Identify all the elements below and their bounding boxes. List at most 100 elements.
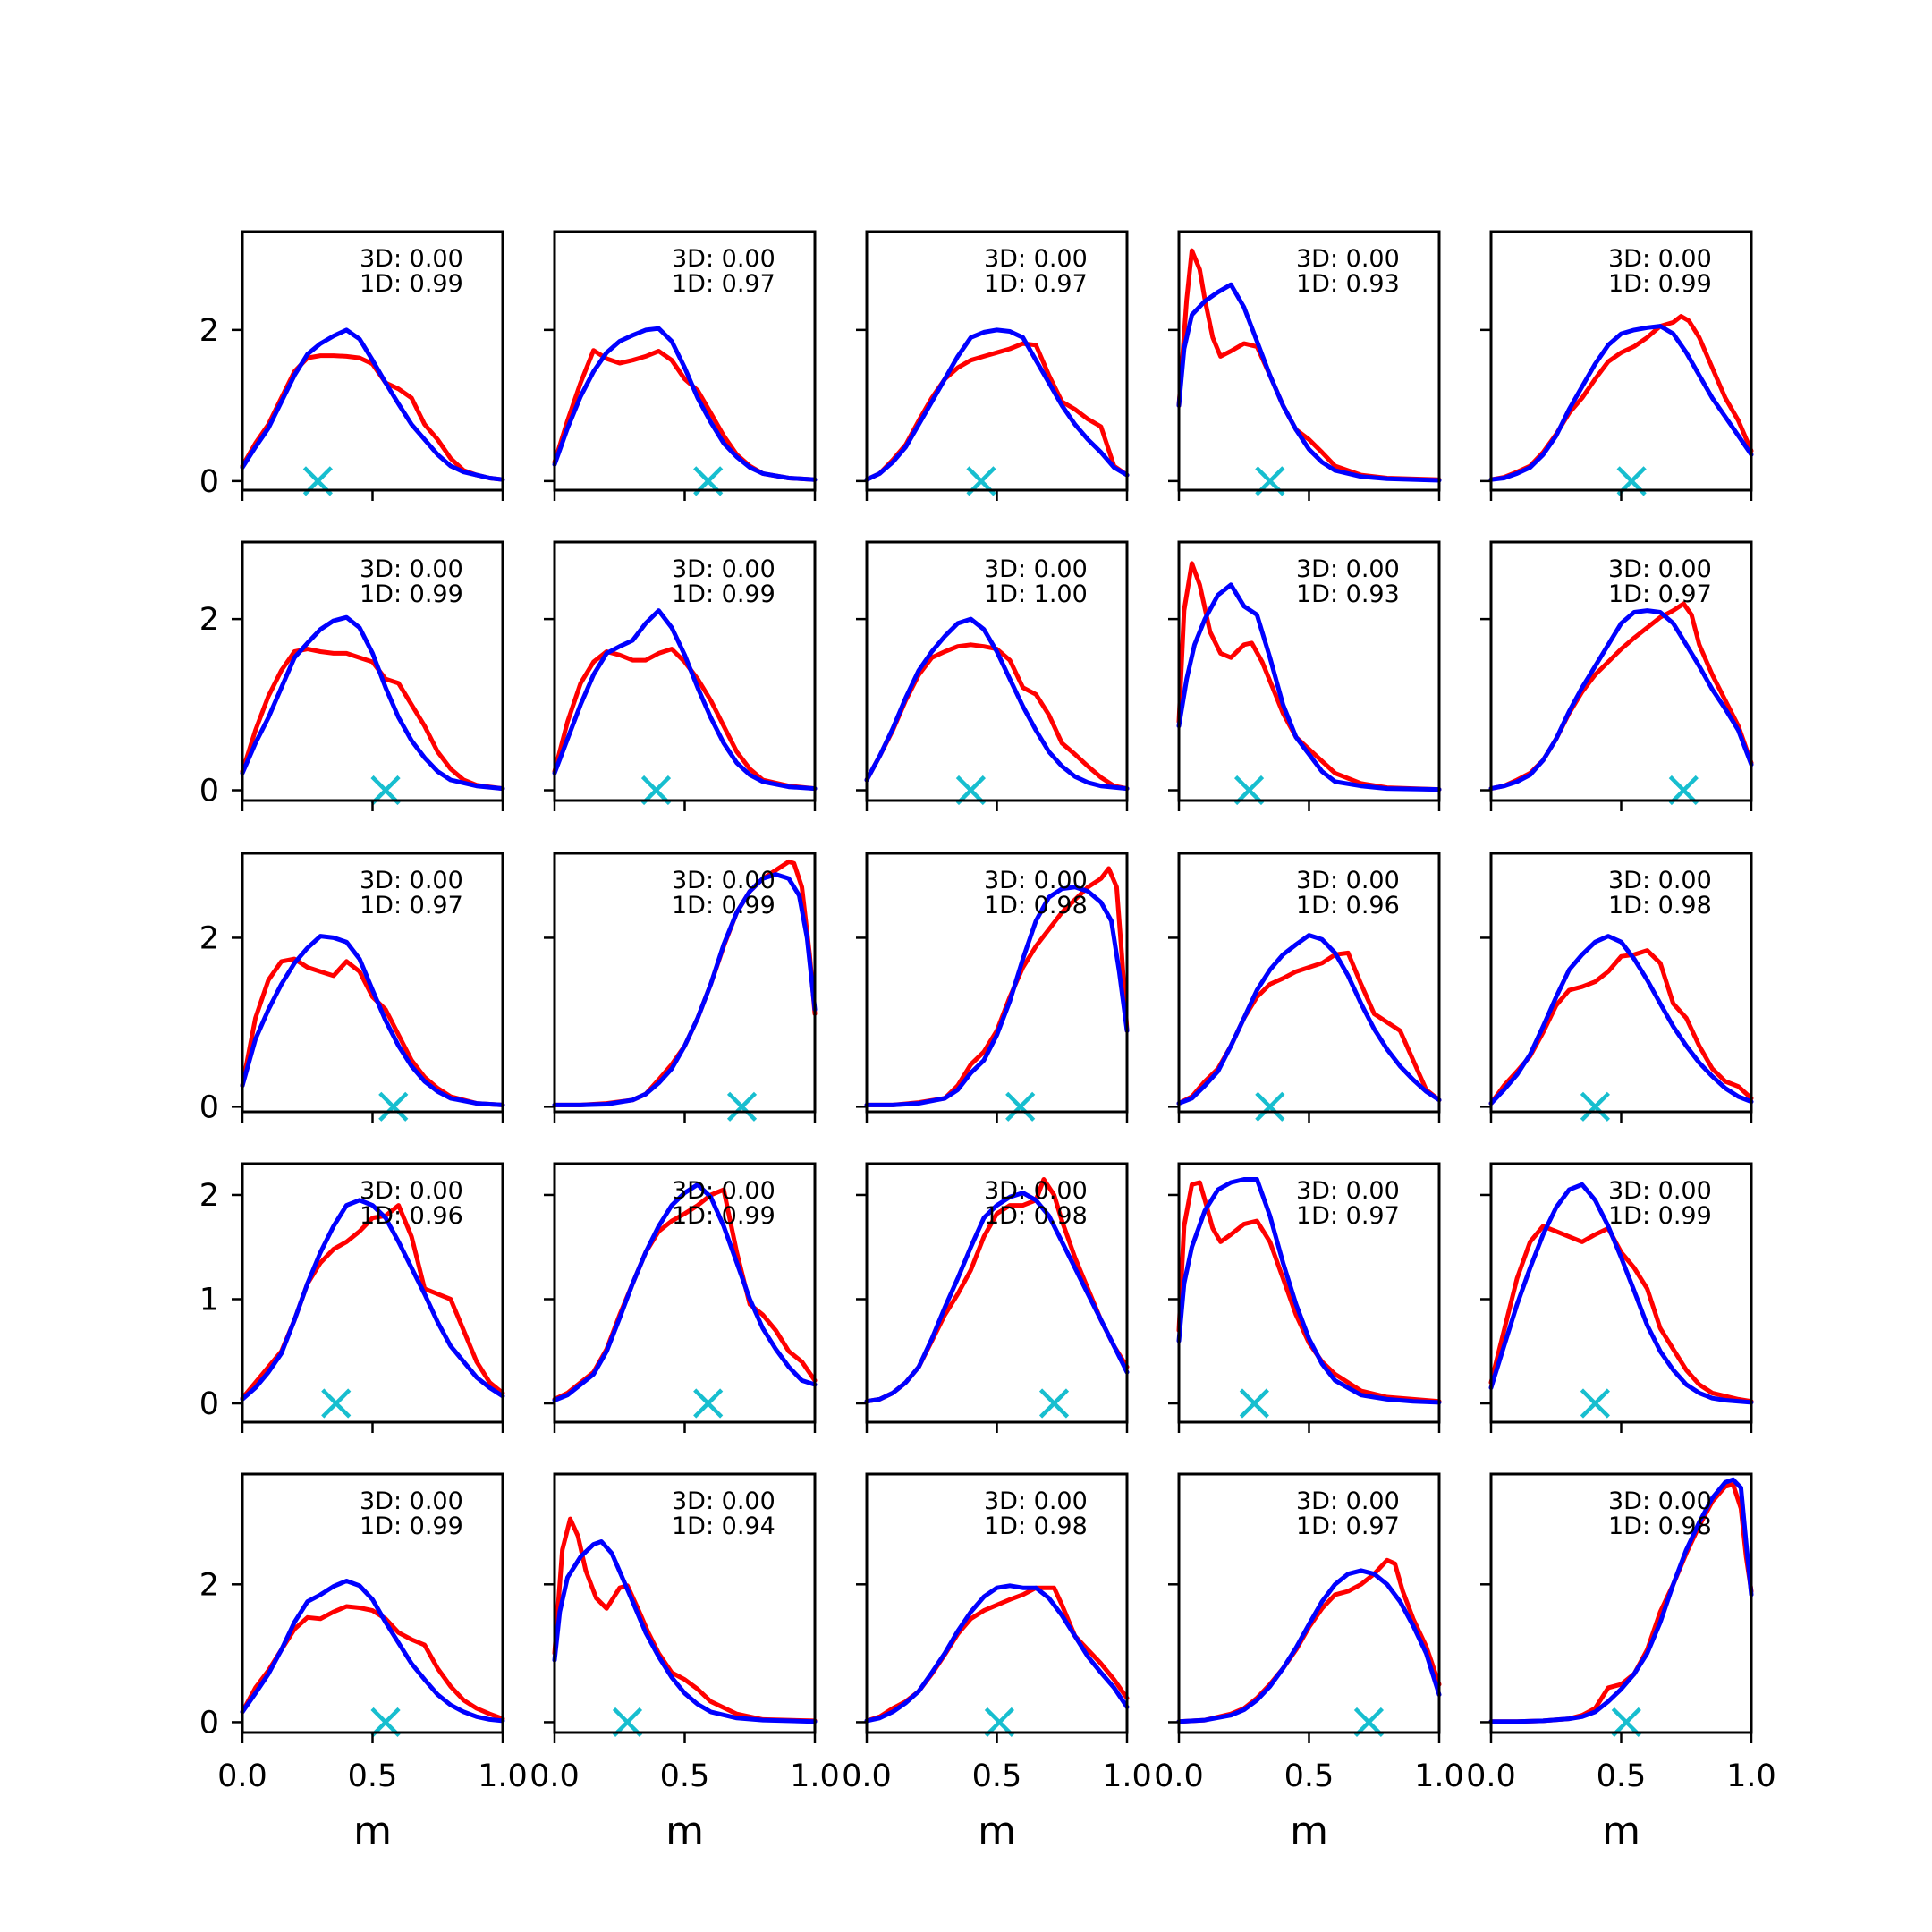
blue-series-line: [1488, 608, 1754, 792]
panel-annotation: 3D: 0.00: [1608, 245, 1712, 273]
panel-annotation: 3D: 0.00: [1608, 555, 1712, 583]
red-series-line: [240, 353, 505, 482]
panel-annotation: 3D: 0.00: [984, 245, 1088, 273]
panel-annotation: 3D: 0.00: [672, 1177, 775, 1205]
y-tick-label: 0: [199, 1705, 219, 1741]
red-series-line: [1176, 1180, 1442, 1404]
x-marker-stroke: [1353, 1707, 1385, 1738]
panel-annotation: 3D: 0.00: [1608, 1487, 1712, 1515]
x-marker-stroke: [1005, 1091, 1036, 1122]
y-tick-label: 2: [199, 1567, 219, 1603]
panel-annotation: 3D: 0.00: [672, 245, 775, 273]
blue-series-line: [864, 327, 1130, 482]
x-marker: [984, 1707, 1015, 1738]
blue-series-line: [1488, 324, 1754, 482]
panel-annotation: 1D: 0.99: [360, 1513, 463, 1540]
x-marker-stroke: [1580, 1388, 1610, 1419]
panel-annotation: 1D: 0.99: [672, 892, 775, 919]
blue-series-line: [864, 885, 1130, 1107]
x-marker-stroke: [370, 1707, 401, 1738]
blue-series-line: [240, 1198, 505, 1402]
x-marker: [1353, 1707, 1385, 1738]
x-tick-label: 0.0: [530, 1758, 580, 1794]
panel-annotation: 3D: 0.00: [1296, 245, 1400, 273]
y-tick-label: 0: [199, 774, 219, 809]
panel-annotation: 3D: 0.00: [360, 555, 463, 583]
x-tick-label: 1.0: [1726, 1758, 1776, 1794]
panel-annotation: 3D: 0.00: [984, 555, 1088, 583]
blue-series-line: [1488, 1182, 1754, 1405]
x-marker: [693, 1388, 724, 1419]
panel-annotation: 3D: 0.00: [360, 1177, 463, 1205]
blue-series-line: [552, 326, 818, 482]
blue-series-line: [1176, 933, 1442, 1106]
red-series-line: [864, 642, 1130, 792]
panel-annotation: 1D: 0.97: [360, 892, 463, 919]
x-tick-label: 0.5: [348, 1758, 398, 1794]
panel-annotation: 3D: 0.00: [1296, 555, 1400, 583]
panel-annotation: 1D: 0.98: [1608, 892, 1712, 919]
x-axis-label: m: [665, 1809, 704, 1854]
panel-annotation: 1D: 0.99: [360, 580, 463, 608]
blue-series-line: [240, 614, 505, 792]
y-tick-label: 0: [199, 1089, 219, 1125]
x-tick-label: 0.0: [1466, 1758, 1516, 1794]
panel-annotation: 1D: 0.99: [1608, 1202, 1712, 1230]
panel-annotation: 1D: 0.97: [1296, 1513, 1400, 1540]
panel-annotation: 1D: 0.93: [1296, 580, 1400, 608]
x-marker: [1239, 1388, 1269, 1419]
panel-annotation: 1D: 0.97: [1296, 1202, 1400, 1230]
blue-series-line: [864, 616, 1130, 792]
x-axis-label: m: [978, 1809, 1016, 1854]
x-tick-label: 0.5: [1597, 1758, 1647, 1794]
panel-annotation: 3D: 0.00: [672, 1487, 775, 1515]
x-marker: [1005, 1091, 1036, 1122]
red-series-line: [1488, 601, 1754, 792]
panel-annotation: 3D: 0.00: [672, 867, 775, 894]
panel-annotation: 1D: 0.97: [672, 270, 775, 298]
red-series-line: [1488, 948, 1754, 1106]
panel-annotation: 3D: 0.00: [360, 1487, 463, 1515]
blue-series-line: [1176, 282, 1442, 483]
x-marker-stroke: [378, 1091, 409, 1122]
panel-annotation: 1D: 0.93: [1296, 270, 1400, 298]
x-marker: [378, 1091, 409, 1122]
panel-annotation: 1D: 0.97: [1608, 580, 1712, 608]
blue-series-line: [1176, 582, 1442, 792]
red-series-line: [552, 647, 818, 792]
x-tick-label: 0.0: [842, 1758, 892, 1794]
blue-series-line: [552, 1182, 818, 1402]
panel-annotation: 3D: 0.00: [360, 245, 463, 273]
panel-annotation: 3D: 0.00: [984, 1177, 1088, 1205]
x-marker: [1580, 1091, 1610, 1122]
y-tick-label: 2: [199, 1178, 219, 1214]
blue-series-line: [240, 934, 505, 1107]
panel-annotation: 1D: 0.99: [360, 270, 463, 298]
blue-series-line: [552, 608, 818, 792]
panel-annotation: 1D: 0.98: [984, 1202, 1088, 1230]
blue-series-line: [864, 1583, 1130, 1724]
red-series-line: [240, 1203, 505, 1401]
blue-series-line: [864, 1191, 1130, 1404]
panel-annotation: 1D: 0.99: [1608, 270, 1712, 298]
panel-annotation: 1D: 0.98: [984, 1513, 1088, 1540]
x-marker-stroke: [984, 1707, 1015, 1738]
red-series-line: [1176, 561, 1442, 792]
